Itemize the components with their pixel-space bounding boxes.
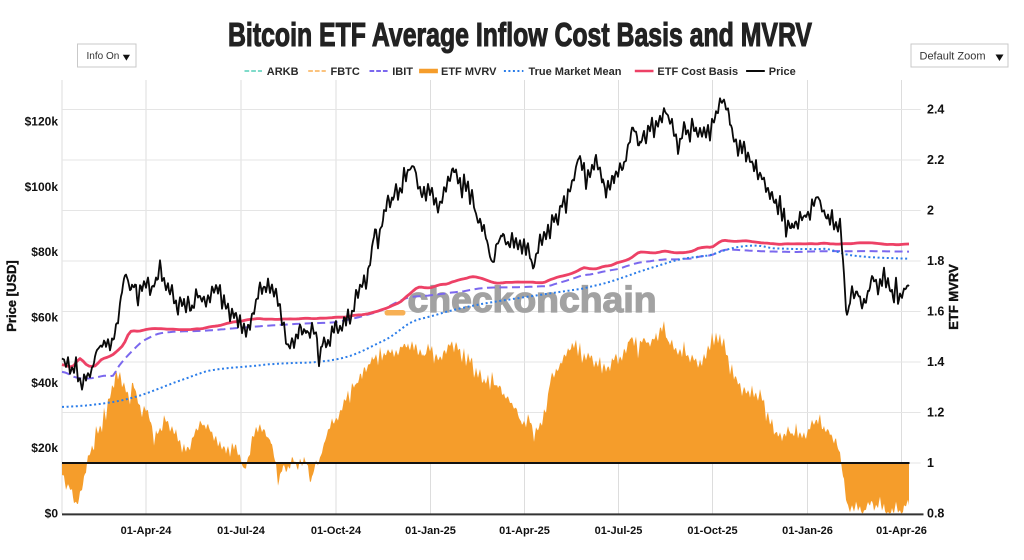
svg-text:1.4: 1.4 — [927, 355, 944, 369]
svg-text:ETF Cost Basis: ETF Cost Basis — [657, 66, 738, 78]
svg-text:01-Jul-25: 01-Jul-25 — [595, 525, 643, 537]
svg-text:$100k: $100k — [25, 180, 59, 194]
svg-text:$120k: $120k — [25, 115, 59, 129]
svg-text:ARKB: ARKB — [267, 66, 299, 78]
svg-text:True Market Mean: True Market Mean — [529, 66, 622, 78]
svg-text:ETF MVRV: ETF MVRV — [441, 66, 497, 78]
svg-text:01-Jan-25: 01-Jan-25 — [405, 525, 456, 537]
svg-text:$40k: $40k — [31, 376, 58, 390]
svg-text:01-Apr-26: 01-Apr-26 — [876, 525, 927, 537]
svg-text:Default Zoom: Default Zoom — [920, 51, 986, 63]
svg-text:IBIT: IBIT — [392, 66, 413, 78]
svg-text:2.2: 2.2 — [927, 153, 944, 167]
svg-text:FBTC: FBTC — [331, 66, 360, 78]
svg-text:01-Oct-25: 01-Oct-25 — [687, 525, 737, 537]
svg-text:2.4: 2.4 — [927, 103, 944, 117]
svg-text:1.2: 1.2 — [927, 406, 944, 420]
svg-text:$0: $0 — [45, 506, 59, 520]
svg-text:Bitcoin ETF Average Inflow Cos: Bitcoin ETF Average Inflow Cost Basis an… — [228, 17, 812, 54]
svg-text:Price: Price — [769, 66, 796, 78]
svg-text:01-Jan-26: 01-Jan-26 — [782, 525, 833, 537]
svg-text:Price [USD]: Price [USD] — [4, 260, 19, 332]
svg-text:checkonchain: checkonchain — [408, 279, 657, 320]
svg-text:01-Oct-24: 01-Oct-24 — [311, 525, 362, 537]
svg-text:0.8: 0.8 — [927, 507, 944, 521]
svg-text:$80k: $80k — [31, 245, 58, 259]
svg-text:2: 2 — [927, 204, 934, 218]
svg-text:$60k: $60k — [31, 311, 58, 325]
svg-text:$20k: $20k — [31, 441, 58, 455]
svg-text:1: 1 — [927, 456, 934, 470]
svg-text:1.8: 1.8 — [927, 254, 944, 268]
svg-text:01-Apr-25: 01-Apr-25 — [499, 525, 550, 537]
svg-text:Info On: Info On — [87, 51, 120, 62]
svg-text:01-Apr-24: 01-Apr-24 — [121, 525, 173, 537]
svg-text:01-Jul-24: 01-Jul-24 — [217, 525, 266, 537]
svg-text:ETF MVRV: ETF MVRV — [946, 264, 961, 330]
svg-text:1.6: 1.6 — [927, 305, 944, 319]
